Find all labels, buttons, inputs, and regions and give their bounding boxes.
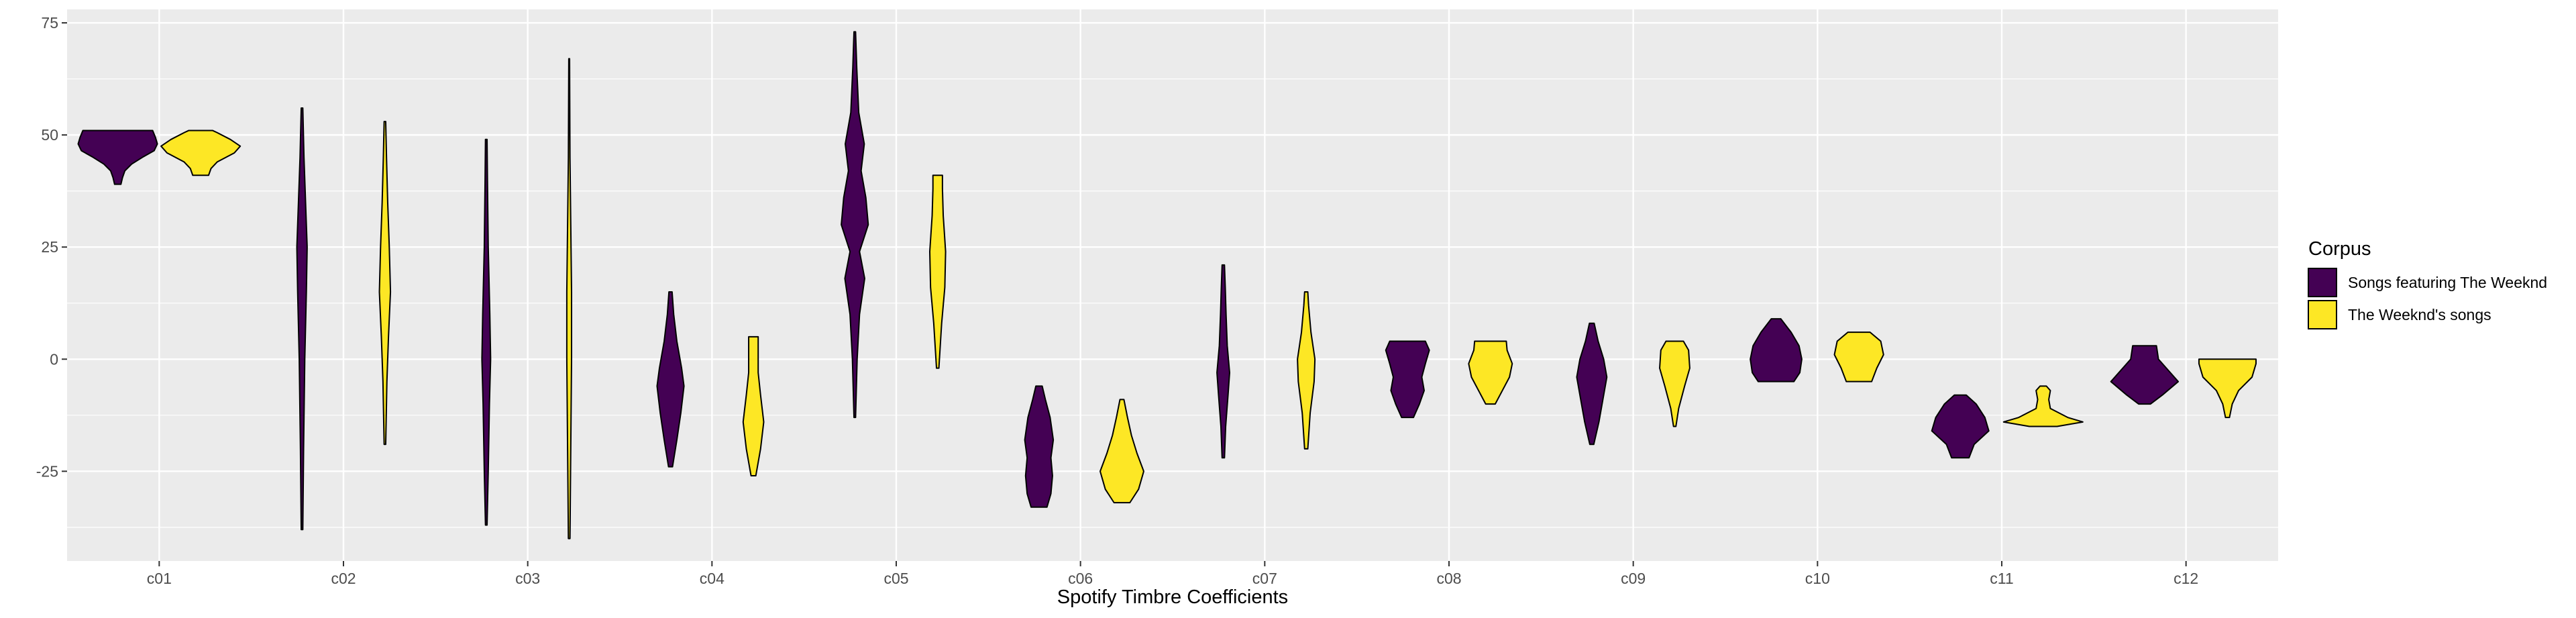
violin-weeknd-c02 — [378, 121, 392, 446]
x-tick-label: c05 — [883, 570, 908, 587]
violin-featuring-c02 — [296, 107, 308, 531]
violin-weeknd-c06 — [1099, 399, 1144, 504]
violin-weeknd-c07 — [1297, 291, 1316, 450]
violin-featuring-c08 — [1385, 340, 1430, 419]
violin-weeknd-c12 — [2198, 358, 2257, 419]
x-tick-label: c11 — [1990, 570, 2013, 587]
x-axis: c01 c02 c03 c04 c05 c06 c07 c08 c09 c10 c11 c12 — [147, 561, 2198, 587]
x-tick-label: c02 — [331, 570, 356, 587]
x-tick-label: c01 — [147, 570, 172, 587]
legend-swatch-featuring — [2308, 268, 2337, 297]
x-tick-label: c07 — [1252, 570, 1277, 587]
violin-featuring-c12 — [2110, 345, 2180, 405]
x-tick-label: c12 — [2174, 570, 2198, 587]
violin-weeknd-c09 — [1659, 340, 1690, 427]
violin-weeknd-c08 — [1468, 340, 1513, 405]
plot-panel — [67, 9, 2278, 561]
legend-title: Corpus — [2308, 238, 2371, 260]
legend-label-weeknd: The Weeknd's songs — [2348, 306, 2491, 323]
legend-label-featuring: Songs featuring The Weeknd — [2348, 274, 2547, 291]
violin-featuring-c04 — [656, 291, 685, 468]
violin-weeknd-c11 — [2002, 385, 2084, 427]
violin-featuring-c01 — [77, 130, 158, 185]
y-tick-label: 75 — [41, 14, 58, 32]
x-tick-label: c06 — [1068, 570, 1093, 587]
y-tick-label: 0 — [50, 350, 58, 368]
x-tick-label: c04 — [700, 570, 724, 587]
violin-featuring-c03 — [481, 138, 492, 526]
legend-swatch-weeknd — [2308, 300, 2337, 329]
y-tick-label: -25 — [36, 462, 58, 480]
violin-featuring-c09 — [1576, 322, 1608, 446]
x-tick-label: c09 — [1621, 570, 1646, 587]
x-tick-label: c08 — [1436, 570, 1461, 587]
x-tick-label: c10 — [1805, 570, 1830, 587]
violin-weeknd-c10 — [1833, 331, 1884, 382]
violins — [77, 31, 2257, 539]
legend: Corpus Songs featuring The Weeknd The We… — [2308, 238, 2547, 329]
violin-weeknd-c03 — [566, 58, 573, 539]
violin-featuring-c06 — [1024, 385, 1055, 508]
violin-featuring-c05 — [841, 31, 869, 419]
violin-featuring-c10 — [1750, 318, 1803, 382]
y-tick-label: 50 — [41, 126, 58, 144]
y-tick-label: 25 — [41, 238, 58, 256]
y-axis: 75 50 25 0 -25 — [36, 14, 67, 480]
violin-weeknd-c04 — [742, 336, 765, 477]
violin-weeknd-c05 — [928, 174, 947, 369]
violin-featuring-c07 — [1216, 264, 1230, 459]
violin-featuring-c11 — [1931, 394, 1990, 459]
x-axis-title: Spotify Timbre Coefficients — [1057, 586, 1288, 608]
x-tick-label: c03 — [515, 570, 540, 587]
grid-lines — [67, 9, 2278, 561]
violin-weeknd-c01 — [160, 130, 241, 176]
